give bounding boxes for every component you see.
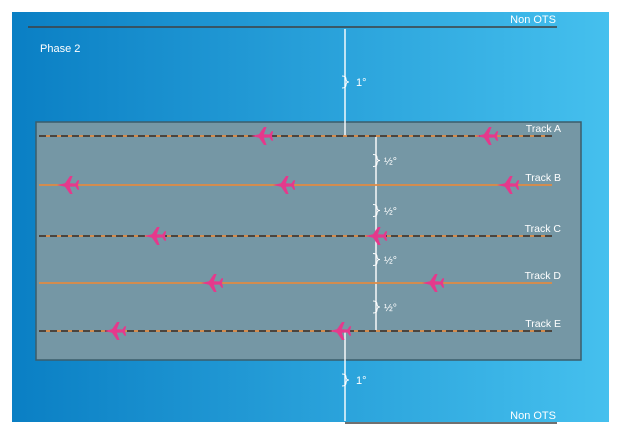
curly-brace-icon — [372, 253, 381, 266]
airplane-icon — [497, 176, 520, 194]
outer-separation-label-bottom: 1° — [356, 375, 367, 387]
non-ots-top-label: Non OTS — [510, 14, 556, 26]
curly-brace-icon — [341, 373, 350, 387]
airplane-icon — [476, 127, 499, 145]
curly-brace-icon — [372, 300, 381, 314]
inner-separation-label: ½° — [384, 255, 397, 267]
track-a: Track A — [39, 123, 561, 145]
airplane-icon — [251, 127, 274, 145]
phase-label: Phase 2 — [40, 43, 80, 55]
inner-separation-label: ½° — [384, 156, 397, 168]
track-d: Track D — [39, 270, 561, 292]
curly-brace-icon — [372, 154, 381, 167]
airplane-icon — [365, 227, 388, 245]
curly-brace-icon — [372, 204, 381, 217]
track-label: Track E — [525, 318, 561, 330]
track-label: Track B — [525, 172, 561, 184]
airplane-icon — [329, 322, 352, 340]
airplane-icon — [104, 322, 127, 340]
separation-labels-layer: ½° ½° ½° ½° — [372, 154, 397, 314]
non-ots-bottom-label: Non OTS — [510, 410, 556, 422]
airplane-icon — [56, 176, 80, 194]
airplane-icon — [144, 227, 167, 245]
track-c: Track C — [39, 223, 561, 245]
track-label: Track A — [526, 123, 561, 135]
inner-separation-label: ½° — [384, 302, 397, 314]
ots-track-region — [35, 121, 582, 361]
track-label: Track D — [525, 270, 562, 282]
airplane-icon — [422, 274, 445, 292]
airplane-icon — [201, 274, 224, 292]
inner-separation-label: ½° — [384, 206, 397, 218]
airplane-icon — [273, 176, 296, 194]
track-b: Track B — [39, 172, 561, 194]
track-e: Track E — [39, 318, 561, 340]
curly-brace-icon — [341, 75, 350, 89]
outer-separation-label-top: 1° — [356, 77, 367, 89]
tracks-layer: Track A Track B Track C Track D Track E — [39, 123, 561, 340]
track-label: Track C — [525, 223, 562, 235]
